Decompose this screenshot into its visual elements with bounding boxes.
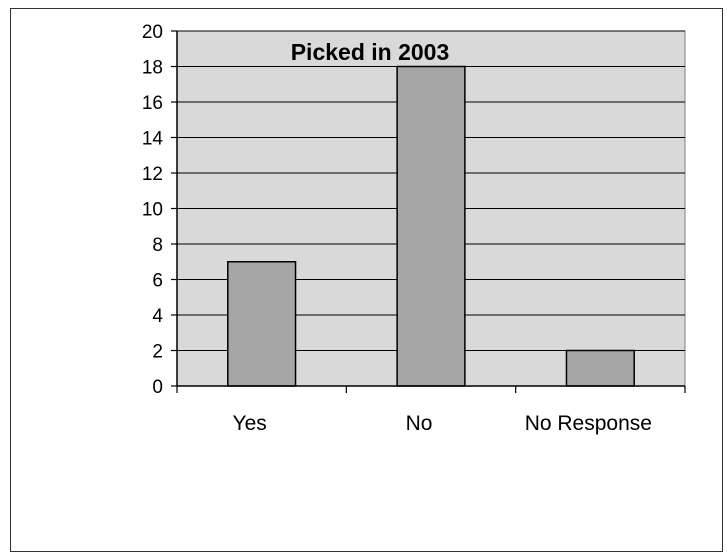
- y-tick-label: 4: [152, 306, 163, 327]
- x-category-label-no-response: No Response: [525, 412, 652, 435]
- y-tick-label: 0: [152, 377, 163, 398]
- axes: [171, 30, 686, 393]
- y-tick-labels: 0 2 4 6 8 10 12 14 16 18 20: [142, 22, 164, 398]
- x-category-labels: Yes No No Response: [233, 412, 652, 435]
- y-tick-label: 20: [142, 22, 163, 43]
- bar-no: [396, 65, 466, 387]
- y-tick-label: 14: [142, 129, 164, 150]
- bar-no-response: [565, 349, 635, 387]
- x-category-label-no: No: [406, 412, 433, 435]
- y-tick-label: 10: [142, 200, 163, 221]
- chart-title: Picked in 2003: [291, 39, 450, 65]
- y-tick-label: 2: [152, 342, 163, 363]
- y-tick-label: 18: [142, 58, 163, 79]
- y-tick-label: 12: [142, 164, 163, 185]
- y-tick-label: 8: [152, 235, 163, 256]
- bar-yes: [227, 261, 297, 387]
- y-tick-label: 6: [152, 271, 163, 292]
- y-tick-label: 16: [142, 93, 163, 114]
- x-category-label-yes: Yes: [233, 412, 267, 435]
